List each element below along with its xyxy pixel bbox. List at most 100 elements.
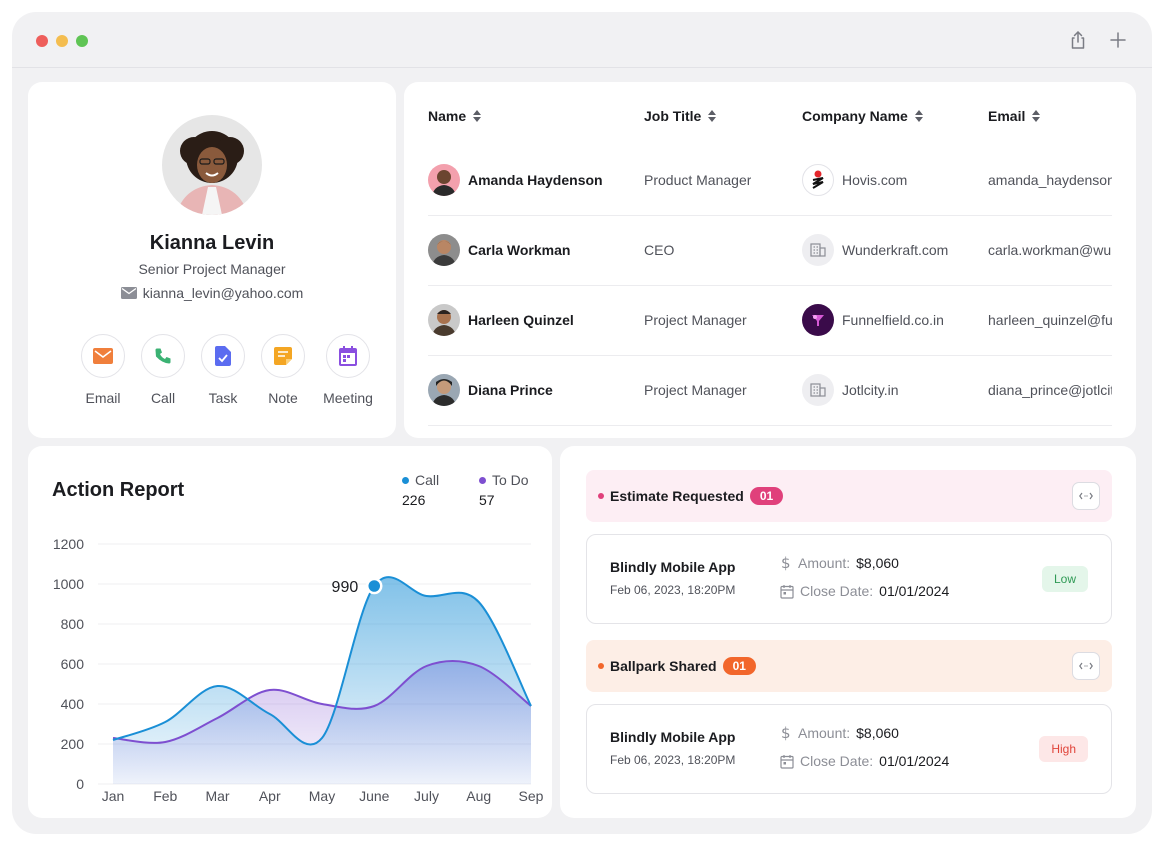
- column-header-name[interactable]: Name: [428, 108, 482, 124]
- contact-name: Harleen Quinzel: [468, 312, 574, 328]
- task-icon: [215, 346, 231, 366]
- expand-button[interactable]: [1072, 482, 1100, 510]
- avatar: [428, 164, 460, 196]
- area-chart: 1200 1000 800 600 400 200 0 Jan Feb Mar Apr May June…: [53, 536, 544, 804]
- row-divider: [428, 285, 1112, 286]
- company-name[interactable]: Funnelfield.co.in: [842, 312, 944, 328]
- contacts-table: Name Job Title Company Name Email Amanda…: [404, 82, 1136, 438]
- close-window-button[interactable]: [36, 35, 48, 47]
- funnelfield-logo: [802, 304, 834, 336]
- column-header-job-title[interactable]: Job Title: [644, 108, 717, 124]
- stage-dot: [598, 663, 604, 669]
- title-bar: [12, 12, 1152, 68]
- stage-header-estimate-requested[interactable]: Estimate Requested 01: [586, 470, 1112, 522]
- plus-icon[interactable]: [1108, 30, 1128, 50]
- call-action-label: Call: [150, 390, 176, 406]
- task-action-button[interactable]: Task: [193, 334, 253, 406]
- x-tick-label: Aug: [466, 788, 491, 804]
- expand-button[interactable]: [1072, 652, 1100, 680]
- table-row[interactable]: Diana Prince Project Manager Jotlcity.in…: [428, 356, 1112, 426]
- company-name[interactable]: Wunderkraft.com: [842, 242, 949, 258]
- y-tick-label: 0: [76, 776, 84, 792]
- legend-dot: [402, 476, 409, 484]
- svg-text:$: $: [781, 725, 791, 741]
- avatar: [428, 304, 460, 336]
- deals-card: Estimate Requested 01 Blindly Mobile App…: [560, 446, 1136, 818]
- note-action-button[interactable]: Note: [253, 334, 313, 406]
- building-icon: [802, 234, 834, 266]
- meeting-action-button[interactable]: Meeting: [318, 334, 378, 406]
- y-tick-label: 800: [61, 616, 85, 632]
- dollar-icon: $: [781, 725, 791, 741]
- contact-email[interactable]: harleen_quinzel@funnelfield.co.in: [988, 312, 1112, 328]
- legend-value-call: 226: [402, 492, 426, 508]
- maximize-window-button[interactable]: [76, 35, 88, 47]
- legend-item-call: Call 226: [402, 472, 440, 508]
- contact-name: Amanda Haydenson: [468, 172, 603, 188]
- series-line-to-do: [112, 660, 532, 744]
- legend-dot: [479, 476, 486, 484]
- company-name[interactable]: Hovis.com: [842, 172, 908, 188]
- profile-email[interactable]: kianna_levin@yahoo.com: [28, 285, 396, 301]
- meeting-action-label: Meeting: [323, 390, 373, 406]
- table-row[interactable]: Harleen Quinzel Project Manager Funnelfi…: [428, 286, 1112, 356]
- deal-date: Feb 06, 2023, 18:20PM: [610, 753, 736, 767]
- contact-name: Carla Workman: [468, 242, 571, 258]
- deal-amount: $ Amount: $8,060: [781, 725, 899, 741]
- stage-count-badge: 01: [749, 487, 784, 505]
- minimize-window-button[interactable]: [56, 35, 68, 47]
- company-name[interactable]: Jotlcity.in: [842, 382, 899, 398]
- calendar-icon: [339, 346, 357, 366]
- sort-icon: [1032, 110, 1041, 122]
- x-tick-label: Apr: [259, 788, 281, 804]
- call-action-button[interactable]: Call: [133, 334, 193, 406]
- sort-icon: [914, 110, 923, 122]
- highlight-point: [366, 577, 383, 595]
- x-tick-label: June: [359, 788, 390, 804]
- hovis-logo: [802, 164, 834, 196]
- contact-name: Diana Prince: [468, 382, 553, 398]
- deal-close-date: Close Date: 01/01/2024: [780, 753, 949, 769]
- x-tick-label: Jan: [102, 788, 125, 804]
- share-icon[interactable]: [1068, 30, 1088, 50]
- y-tick-label: 200: [61, 736, 85, 752]
- note-action-label: Note: [268, 390, 298, 406]
- contact-email[interactable]: carla.workman@wunderkraft.com: [988, 242, 1112, 258]
- series-line-call: [112, 576, 532, 746]
- contact-job-title: Product Manager: [644, 172, 752, 188]
- column-header-company[interactable]: Company Name: [802, 108, 924, 124]
- column-header-email[interactable]: Email: [988, 108, 1041, 124]
- contact-email[interactable]: amanda_haydenson@hovis.com: [988, 172, 1112, 188]
- deal-card[interactable]: Blindly Mobile App Feb 06, 2023, 18:20PM…: [586, 534, 1112, 624]
- task-action-label: Task: [208, 390, 238, 406]
- deal-card[interactable]: Blindly Mobile App Feb 06, 2023, 18:20PM…: [586, 704, 1112, 794]
- profile-role: Senior Project Manager: [138, 261, 286, 277]
- profile-email-text: kianna_levin@yahoo.com: [142, 285, 304, 301]
- row-divider: [428, 215, 1112, 216]
- table-row[interactable]: Amanda Haydenson Product Manager Hovis.c…: [428, 146, 1112, 216]
- email-action-button[interactable]: Email: [73, 334, 133, 406]
- y-tick-label: 1200: [53, 536, 84, 552]
- y-tick-label: 600: [61, 656, 85, 672]
- stage-dot: [598, 493, 604, 499]
- deal-name: Blindly Mobile App: [610, 559, 736, 575]
- expand-icon: [1079, 662, 1093, 670]
- contact-email[interactable]: diana_prince@jotlcity.in: [988, 382, 1112, 398]
- svg-text:$: $: [781, 555, 791, 571]
- highlight-value-label: 990: [332, 579, 359, 596]
- sort-icon: [708, 110, 717, 122]
- expand-icon: [1079, 492, 1093, 500]
- stage-header-ballpark-shared[interactable]: Ballpark Shared 01: [586, 640, 1112, 692]
- profile-avatar: [162, 115, 262, 215]
- phone-icon: [155, 348, 171, 364]
- calendar-icon: [780, 584, 794, 599]
- chart-title: Action Report: [52, 479, 185, 501]
- legend-value-todo: 57: [479, 492, 495, 508]
- profile-name: Kianna Levin: [149, 232, 275, 254]
- row-divider: [428, 355, 1112, 356]
- table-row[interactable]: Carla Workman CEO Wunderkraft.com carla.…: [428, 216, 1112, 286]
- deal-name: Blindly Mobile App: [610, 729, 736, 745]
- contact-job-title: Project Manager: [644, 312, 747, 328]
- x-tick-label: Feb: [153, 788, 177, 804]
- y-tick-label: 1000: [53, 576, 84, 592]
